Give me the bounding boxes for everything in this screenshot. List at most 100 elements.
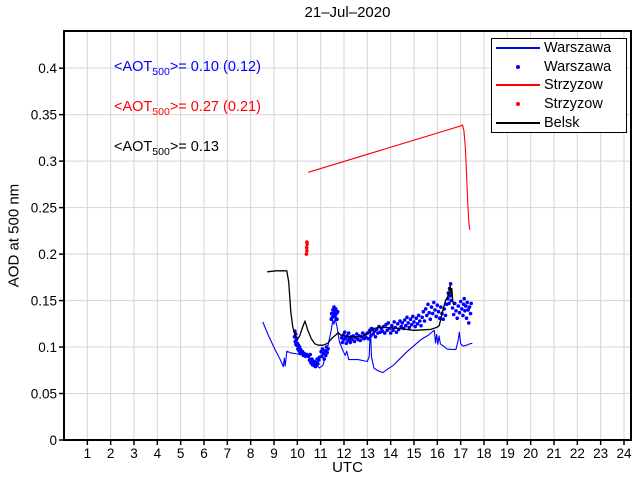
x-tick-label: 1 bbox=[84, 446, 92, 461]
series-warszawa-scatter-point bbox=[373, 335, 378, 339]
series-warszawa-scatter-point bbox=[324, 353, 328, 358]
series-warszawa-scatter-point bbox=[441, 317, 446, 322]
legend-item-strzyzow-line: Strzyzow bbox=[492, 76, 626, 95]
legend: Warszawa Warszawa Strzyzow Strzyzow Bels… bbox=[491, 38, 627, 133]
series-warszawa-scatter-point bbox=[460, 307, 464, 311]
series-warszawa-scatter-point bbox=[313, 364, 318, 369]
x-tick-label: 15 bbox=[406, 446, 421, 461]
series-warszawa-scatter-point bbox=[418, 319, 422, 323]
legend-item-warszawa-line: Warszawa bbox=[492, 39, 626, 58]
series-warszawa-scatter-point bbox=[334, 307, 338, 311]
legend-item-belsk-line: Belsk bbox=[492, 113, 626, 132]
series-warszawa-scatter-point bbox=[456, 304, 461, 308]
series-warszawa-scatter-point bbox=[391, 328, 395, 333]
series-warszawa-scatter-point bbox=[447, 301, 451, 306]
series-warszawa-scatter-point bbox=[450, 306, 455, 310]
x-tick-label: 17 bbox=[453, 446, 468, 461]
x-tick-label: 11 bbox=[314, 446, 328, 461]
series-warszawa-scatter-point bbox=[467, 321, 471, 325]
series-warszawa-scatter-point bbox=[320, 347, 325, 351]
series-warszawa-scatter-point bbox=[469, 301, 474, 306]
x-tick-label: 24 bbox=[616, 446, 632, 461]
series-warszawa-scatter-point bbox=[326, 347, 330, 351]
series-warszawa-scatter-point bbox=[366, 336, 371, 341]
series-warszawa-scatter-point bbox=[407, 325, 412, 330]
x-tick-label: 3 bbox=[130, 446, 138, 461]
series-warszawa-scatter-point bbox=[427, 310, 432, 315]
y-tick-label: 0.25 bbox=[31, 201, 57, 216]
axes-frame bbox=[63, 30, 632, 441]
series-warszawa-scatter-point bbox=[297, 345, 302, 349]
legend-label: Warszawa bbox=[544, 40, 612, 57]
x-tick-label: 9 bbox=[270, 446, 278, 461]
series-warszawa-scatter-point bbox=[462, 296, 467, 301]
x-tick-label: 12 bbox=[336, 446, 351, 461]
series-warszawa-scatter-point bbox=[346, 331, 351, 335]
x-tick-label: 14 bbox=[383, 446, 399, 461]
y-tick-label: 0.1 bbox=[38, 340, 57, 355]
series-warszawa-scatter-point bbox=[333, 314, 337, 319]
series-warszawa-scatter-point bbox=[316, 362, 320, 366]
series-warszawa-scatter-point bbox=[426, 302, 430, 307]
series-warszawa-scatter-point bbox=[464, 316, 469, 321]
y-tick-label: 0 bbox=[49, 433, 57, 448]
legend-label: Strzyzow bbox=[544, 77, 603, 94]
series-warszawa-scatter-point bbox=[457, 310, 462, 315]
series-warszawa-scatter-point bbox=[461, 313, 465, 318]
x-tick-label: 13 bbox=[360, 446, 375, 461]
x-tick-label: 2 bbox=[107, 446, 115, 461]
series-warszawa-scatter-point bbox=[415, 322, 420, 326]
y-tick-label: 0.2 bbox=[38, 247, 57, 262]
series-warszawa-scatter-point bbox=[308, 352, 313, 357]
series-warszawa-scatter-point bbox=[405, 315, 409, 320]
series-strzyzow-line bbox=[308, 124, 471, 231]
strzyzow-line-swatch bbox=[496, 84, 540, 87]
series-warszawa-scatter-point bbox=[355, 332, 359, 336]
series-warszawa-scatter-point bbox=[432, 300, 436, 305]
series-warszawa-scatter-point bbox=[464, 304, 468, 308]
series-warszawa-scatter-point bbox=[455, 316, 460, 321]
series-warszawa-scatter-point bbox=[388, 331, 393, 335]
series-warszawa-scatter-point bbox=[406, 321, 411, 325]
series-warszawa-scatter-point bbox=[408, 317, 413, 322]
y-tick-label: 0.05 bbox=[31, 387, 57, 402]
series-warszawa-scatter-point bbox=[435, 303, 440, 308]
series-warszawa-scatter-point bbox=[466, 308, 470, 312]
x-tick-label: 22 bbox=[570, 446, 585, 461]
series-warszawa-scatter-point bbox=[395, 322, 400, 326]
series-warszawa-scatter-point bbox=[458, 299, 463, 304]
y-tick-label: 0.15 bbox=[31, 294, 57, 309]
series-warszawa-scatter-point bbox=[330, 315, 335, 320]
series-warszawa-scatter-point bbox=[320, 354, 324, 359]
series-warszawa-scatter-point bbox=[322, 357, 327, 361]
x-tick-label: 23 bbox=[593, 446, 608, 461]
series-warszawa-scatter-point bbox=[423, 307, 428, 311]
series-warszawa-scatter-point bbox=[422, 319, 427, 323]
series-strzyzow-scatter-point bbox=[305, 240, 309, 244]
series-warszawa-scatter-point bbox=[420, 315, 425, 320]
series-warszawa-scatter-point bbox=[394, 330, 399, 335]
series-warszawa-scatter-point bbox=[443, 313, 448, 318]
warszawa-dot-swatch bbox=[516, 64, 520, 69]
x-axis-label: UTC bbox=[332, 459, 363, 476]
belsk-line-swatch bbox=[496, 121, 540, 124]
legend-label: Warszawa bbox=[544, 58, 612, 75]
annotation-warszawa-mean: <AOT500>= 0.10 (0.12) bbox=[114, 59, 261, 78]
x-tick-label: 7 bbox=[224, 446, 232, 461]
x-tick-label: 5 bbox=[177, 446, 185, 461]
series-warszawa-scatter-point bbox=[416, 313, 421, 318]
series-warszawa-scatter-point bbox=[335, 309, 340, 314]
series-warszawa-scatter-point bbox=[409, 322, 414, 327]
legend-label: Belsk bbox=[544, 114, 580, 131]
series-warszawa-scatter-point bbox=[335, 317, 339, 322]
series-warszawa-scatter-point bbox=[348, 340, 353, 345]
x-tick-label: 20 bbox=[523, 446, 538, 461]
chart-title: 21–Jul–2020 bbox=[304, 4, 391, 21]
annotation-belsk-mean: <AOT500>= 0.13 bbox=[114, 139, 219, 158]
series-belsk-line bbox=[267, 270, 455, 346]
series-warszawa-scatter-point bbox=[439, 305, 443, 309]
series-strzyzow-scatter-point bbox=[304, 252, 309, 256]
series-warszawa-scatter-point bbox=[451, 312, 456, 317]
legend-label: Strzyzow bbox=[544, 96, 603, 113]
series-warszawa-scatter-point bbox=[404, 323, 408, 328]
